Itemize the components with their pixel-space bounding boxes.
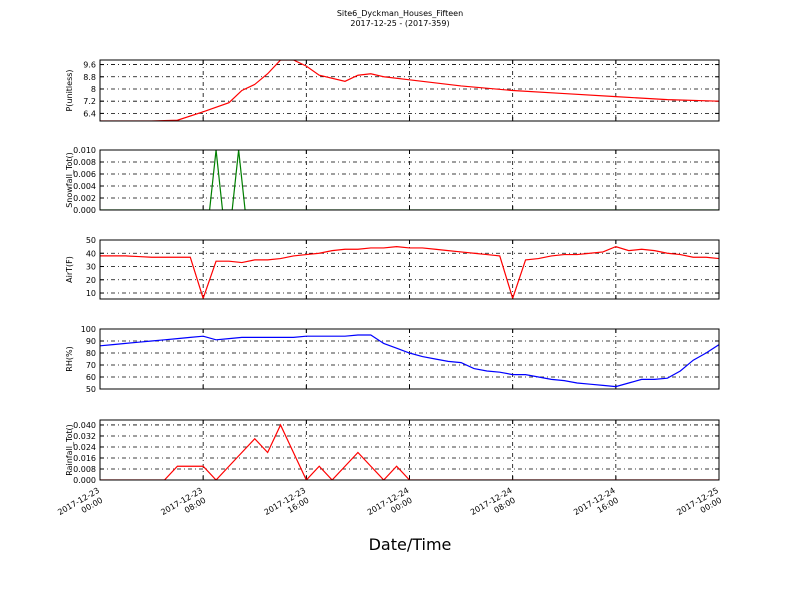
y-tick-label: 0.024 — [73, 443, 96, 452]
plot-frame — [99, 328, 720, 390]
x-tick-label: 2017-12-2300:00 — [56, 486, 106, 526]
y-tick-label: 0.006 — [73, 170, 96, 179]
y-tick-label: 50 — [86, 236, 96, 245]
x-axis-label: Date/Time — [369, 535, 452, 554]
y-tick-label: 9.6 — [83, 61, 96, 70]
y-tick-label: 8 — [91, 85, 96, 94]
data-line — [100, 334, 719, 388]
y-tick-label: 0.016 — [73, 454, 96, 463]
y-axis-label: Snowfall_Tot() — [65, 152, 74, 208]
y-axis-label: Rainfall_Tot() — [65, 424, 74, 476]
data-line — [100, 245, 719, 299]
chart-title: Site6_Dyckman_Houses_Fifteen — [337, 9, 463, 18]
y-axis-label: AirT(F) — [65, 256, 74, 283]
plot-frame — [99, 59, 720, 122]
plot-frame — [99, 419, 720, 481]
y-tick-label: 30 — [86, 263, 96, 272]
x-tick-label: 2017-12-2316:00 — [263, 486, 313, 526]
plot-frame — [99, 149, 720, 211]
x-tick-label: 2017-12-2416:00 — [572, 486, 622, 526]
y-axis-label: P(unitless) — [65, 69, 74, 111]
y-tick-label: 80 — [86, 349, 96, 358]
y-tick-label: 0.002 — [73, 194, 96, 203]
x-tick-label: 2017-12-2400:00 — [366, 486, 416, 526]
y-tick-label: 0.040 — [73, 421, 96, 430]
y-tick-label: 6.4 — [83, 109, 96, 118]
y-tick-label: 0.004 — [73, 182, 96, 191]
x-tick-label: 2017-12-2408:00 — [469, 486, 519, 526]
y-tick-label: 40 — [86, 249, 96, 258]
y-tick-label: 90 — [86, 337, 96, 346]
y-tick-label: 0.000 — [73, 476, 96, 485]
y-tick-label: 0.008 — [73, 465, 96, 474]
x-tick-label: 2017-12-2500:00 — [675, 486, 725, 526]
y-tick-label: 0.032 — [73, 432, 96, 441]
y-tick-label: 70 — [86, 361, 96, 370]
y-tick-label: 10 — [86, 289, 96, 298]
y-tick-label: 0.010 — [73, 146, 96, 155]
y-tick-label: 60 — [86, 373, 96, 382]
data-line — [100, 423, 719, 480]
chart-subtitle: 2017-12-25 - (2017-359) — [350, 19, 449, 28]
y-tick-label: 0.008 — [73, 158, 96, 167]
y-tick-label: 50 — [86, 385, 96, 394]
y-tick-label: 7.2 — [83, 97, 96, 106]
y-tick-label: 20 — [86, 276, 96, 285]
y-tick-label: 8.8 — [83, 73, 96, 82]
y-tick-label: 100 — [81, 325, 96, 334]
y-tick-label: 0.000 — [73, 206, 96, 215]
data-line — [100, 60, 719, 121]
x-tick-label: 2017-12-2308:00 — [159, 486, 209, 526]
plot-frame — [99, 239, 720, 300]
y-axis-label: RH(%) — [65, 346, 74, 371]
data-line — [100, 150, 719, 210]
